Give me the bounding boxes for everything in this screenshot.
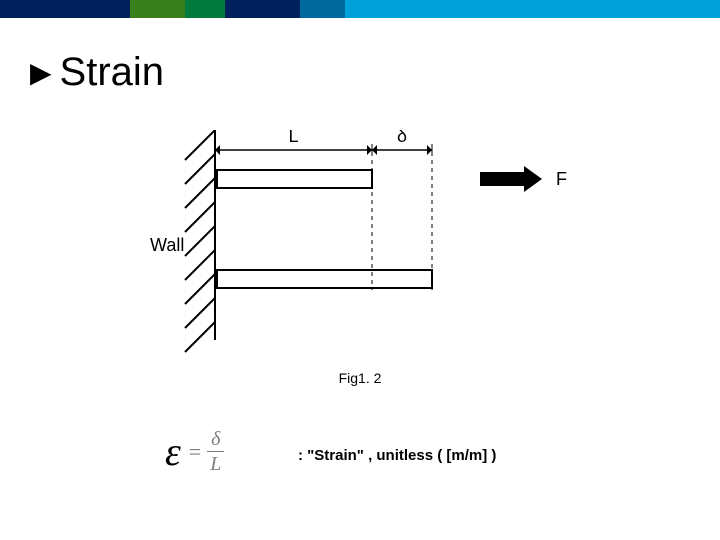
strain-diagram: Lδ F: [150, 130, 570, 360]
wall-label: Wall: [150, 235, 184, 256]
diagram-svg: Lδ F: [150, 130, 570, 360]
strain-definition: : "Strain" , unitless ( [m/m] ): [298, 447, 496, 464]
svg-text:F: F: [556, 169, 567, 189]
slide-heading: ▶ Strain: [30, 50, 164, 95]
equals-sign: =: [189, 439, 201, 465]
top-color-bar: [0, 0, 720, 18]
topbar-seg: [130, 0, 185, 18]
heading-text: Strain: [60, 50, 165, 95]
heading-bullet-icon: ▶: [30, 56, 52, 89]
svg-text:L: L: [288, 130, 298, 146]
fraction-bar: [207, 451, 224, 452]
denominator: L: [207, 454, 224, 474]
topbar-seg: [345, 0, 720, 18]
topbar-seg: [185, 0, 225, 18]
svg-text:δ: δ: [397, 130, 407, 146]
formula: ε = δ L: [165, 428, 224, 475]
epsilon-symbol: ε: [165, 428, 181, 475]
topbar-seg: [225, 0, 300, 18]
numerator: δ: [208, 429, 223, 449]
topbar-seg: [300, 0, 345, 18]
topbar-seg: [0, 0, 130, 18]
fraction: = δ L: [187, 429, 225, 474]
figure-caption: Fig1. 2: [0, 370, 720, 386]
